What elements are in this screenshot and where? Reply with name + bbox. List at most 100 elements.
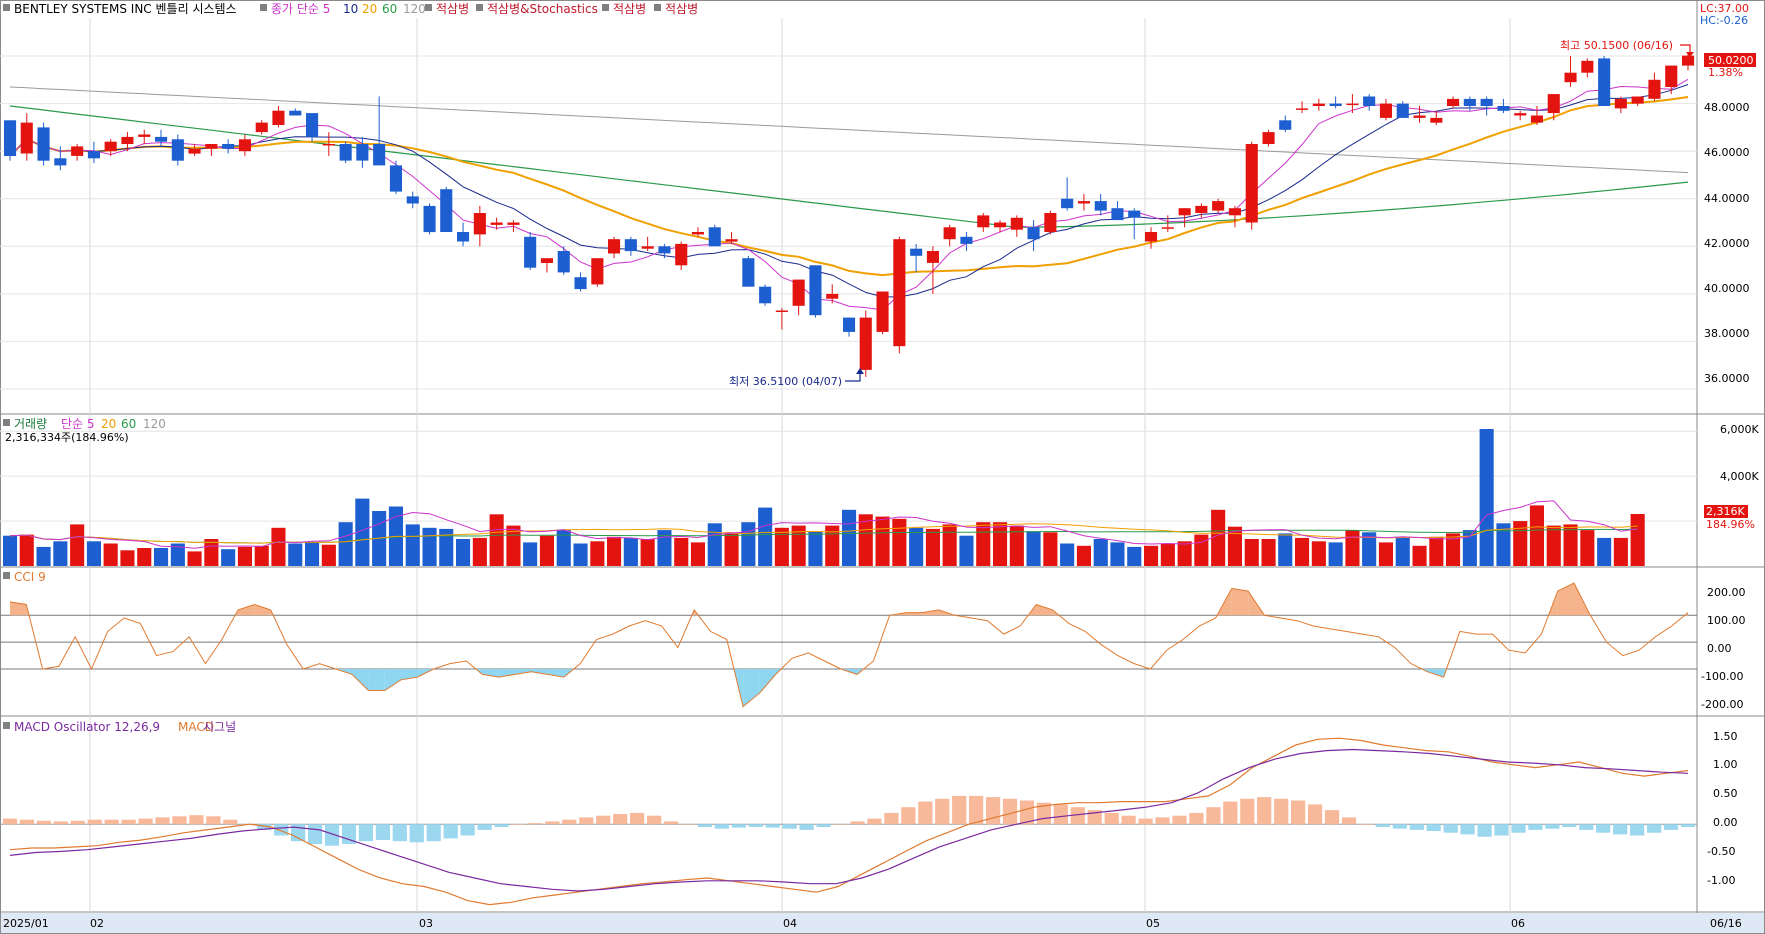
volume-bar: [36, 546, 51, 566]
ma10-label[interactable]: 10: [343, 2, 358, 16]
candle-body: [826, 293, 839, 299]
volume-bar: [1412, 545, 1427, 566]
macd-oscillator-bar: [986, 797, 1001, 825]
volume-bar: [422, 527, 437, 566]
volume-bar: [305, 542, 320, 566]
x-label: 06/16: [1710, 917, 1742, 930]
macd-oscillator-bar: [426, 824, 441, 842]
candle-body: [339, 144, 352, 161]
volume-bar: [1580, 530, 1595, 566]
price-ma-label[interactable]: 종가 단순 5: [271, 2, 330, 16]
current-volume-readout: 2,316,334주(184.96%): [5, 431, 129, 444]
indicator-label-1[interactable]: 적삼병: [436, 2, 469, 16]
macd-oscillator-bar: [714, 824, 729, 829]
candle-body: [960, 236, 973, 244]
macd-label[interactable]: MACD: [178, 720, 214, 734]
signal-label[interactable]: 시그널: [203, 720, 236, 734]
macd-oscillator-bar: [613, 814, 628, 825]
macd-oscillator-bar: [1121, 815, 1136, 825]
volume-bar: [690, 542, 705, 566]
volume-title[interactable]: 거래량: [14, 417, 47, 431]
volume-badge-text: 2,316K: [1706, 505, 1745, 518]
macd-osc-title[interactable]: MACD Oscillator 12,26,9: [14, 720, 160, 734]
volume-ma60-label[interactable]: 60: [121, 417, 136, 431]
candle-body: [423, 205, 436, 233]
indicator-label-2[interactable]: 적삼병&Stochastics: [487, 2, 598, 16]
candle-body: [1228, 208, 1241, 216]
x-label: 02: [90, 917, 104, 930]
cci-fill: [384, 669, 401, 691]
candle-body: [1648, 79, 1661, 99]
low-annotation: 최저 36.5100 (04/07): [729, 375, 842, 388]
candle-body: [1027, 227, 1040, 240]
volume-ma5-label[interactable]: 단순 5: [61, 417, 95, 431]
candle-body: [1547, 94, 1560, 114]
macd-oscillator-bar: [952, 795, 967, 825]
candle-body: [1094, 201, 1107, 211]
candle-body: [121, 136, 134, 144]
candle-body: [641, 246, 654, 249]
volume-bar: [321, 544, 336, 566]
cci-fill: [10, 601, 27, 616]
lc-readout: LC:37.00: [1700, 2, 1749, 15]
candle-body: [1447, 98, 1460, 106]
macd-oscillator-bar: [1613, 824, 1628, 835]
candle-body: [1312, 103, 1325, 106]
volume-bar: [506, 525, 521, 566]
ma60-label[interactable]: 60: [382, 2, 397, 16]
volume-bar: [1362, 532, 1377, 566]
indicator-label-3[interactable]: 적삼병: [613, 2, 646, 16]
volume-ma20-label[interactable]: 20: [101, 417, 116, 431]
volume-bar: [472, 537, 487, 566]
ma20-label[interactable]: 20: [362, 2, 377, 16]
candle-body: [792, 279, 805, 306]
candle-body: [1044, 213, 1057, 232]
macd-tick: 0.00: [1713, 816, 1738, 829]
candle-body: [1682, 55, 1695, 66]
candle-body: [222, 144, 235, 149]
volume-bar: [355, 498, 370, 566]
macd-oscillator-bar: [867, 818, 882, 825]
macd-oscillator-bar: [1308, 804, 1323, 825]
candle-body: [289, 110, 302, 116]
candle-body: [608, 239, 621, 254]
candle-body: [1279, 120, 1292, 130]
cci-fill: [531, 669, 548, 675]
macd-oscillator-bar: [1138, 818, 1153, 825]
volume-bar: [204, 539, 219, 566]
candle-body: [138, 134, 151, 137]
volume-bar: [607, 536, 622, 566]
candle-body: [658, 246, 671, 254]
macd-oscillator-bar: [121, 819, 136, 825]
volume-ma120-label[interactable]: 120: [143, 417, 166, 431]
macd-oscillator-bar: [358, 824, 373, 842]
volume-pct-text: 184.96%: [1706, 518, 1755, 531]
candle-body: [1061, 198, 1074, 209]
volume-bar: [1295, 537, 1310, 566]
company-title[interactable]: BENTLEY SYSTEMS INC 벤틀리 시스템스: [14, 2, 237, 16]
volume-bar: [70, 524, 85, 566]
macd-oscillator-bar: [104, 819, 119, 825]
volume-bar: [875, 516, 890, 566]
candle-body: [1346, 103, 1359, 106]
candle-body: [591, 258, 604, 285]
candle-body: [71, 146, 84, 156]
volume-bar: [1328, 542, 1343, 566]
candle-body: [1161, 227, 1174, 229]
candle-body: [1178, 208, 1191, 216]
macd-oscillator-bar: [392, 824, 407, 842]
macd-oscillator-bar: [850, 821, 865, 825]
macd-oscillator-bar: [731, 824, 746, 828]
candle-body: [1665, 65, 1678, 87]
ma120-label[interactable]: 120: [403, 2, 426, 16]
candle-body: [843, 317, 856, 332]
volume-bar: [925, 528, 940, 566]
volume-bar: [808, 531, 823, 566]
cci-title[interactable]: CCI 9: [14, 570, 46, 584]
macd-oscillator-bar: [257, 824, 272, 830]
volume-bar: [539, 535, 554, 566]
macd-oscillator-bar: [1274, 798, 1289, 825]
indicator-label-4[interactable]: 적삼병: [665, 2, 698, 16]
